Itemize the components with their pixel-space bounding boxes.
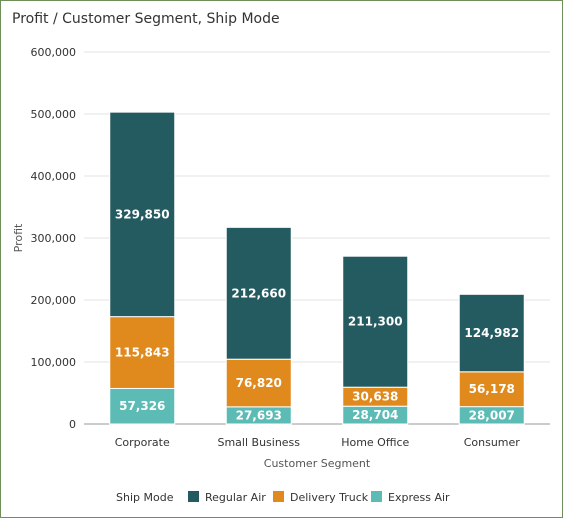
bar-segment[interactable]	[458, 371, 525, 408]
chart-title: Profit / Customer Segment, Ship Mode	[12, 11, 280, 27]
data-label: 76,820	[236, 376, 282, 390]
y-tick-label: 200,000	[31, 294, 77, 307]
bar-segment[interactable]	[225, 226, 292, 360]
data-label: 211,300	[348, 315, 403, 329]
x-axis-ticks: Corporate Small Business Home Office Consum…	[115, 436, 521, 449]
bar-segment[interactable]	[109, 111, 176, 318]
y-tick-label: 0	[69, 418, 76, 431]
data-label: 212,660	[231, 286, 286, 300]
legend-item-label[interactable]: Regular Air	[205, 491, 266, 504]
bar-segment[interactable]	[458, 293, 525, 373]
x-tick-label: Small Business	[217, 436, 300, 449]
legend: Ship Mode Regular Air Delivery Truck Expre…	[116, 491, 450, 504]
x-axis-title: Customer Segment	[264, 457, 371, 470]
bar-segment[interactable]	[342, 255, 409, 388]
bar-segment[interactable]	[109, 387, 176, 425]
data-label: 28,704	[352, 408, 398, 422]
data-label: 329,850	[115, 207, 170, 221]
y-axis-title: Profit	[12, 223, 25, 252]
legend-swatch[interactable]	[273, 491, 284, 502]
y-tick-label: 300,000	[31, 232, 77, 245]
data-label: 115,843	[115, 346, 170, 360]
y-tick-label: 400,000	[31, 170, 77, 183]
bar-segment[interactable]	[109, 316, 176, 389]
y-tick-label: 100,000	[31, 356, 77, 369]
bars: 57,326 115,843 329,850 27,693 76,820 212,660 2…	[109, 111, 525, 425]
data-label: 30,638	[352, 390, 398, 404]
x-tick-label: Corporate	[115, 436, 170, 449]
legend-swatch[interactable]	[371, 491, 382, 502]
data-label: 56,178	[469, 382, 515, 396]
y-tick-label: 600,000	[31, 46, 77, 59]
y-axis-ticks: 0 100,000 200,000 300,000 400,000 500,000 600,…	[31, 46, 77, 431]
legend-swatch[interactable]	[188, 491, 199, 502]
data-label: 124,982	[464, 326, 519, 340]
legend-item-label[interactable]: Express Air	[388, 491, 450, 504]
x-tick-label: Consumer	[464, 436, 521, 449]
y-tick-label: 500,000	[31, 108, 77, 121]
legend-item-label[interactable]: Delivery Truck	[290, 491, 369, 504]
legend-title: Ship Mode	[116, 491, 174, 504]
data-label: 27,693	[236, 408, 282, 422]
data-label: 57,326	[119, 399, 165, 413]
data-label: 28,007	[469, 408, 515, 422]
bar-segment[interactable]	[225, 358, 292, 408]
x-tick-label: Home Office	[341, 436, 409, 449]
